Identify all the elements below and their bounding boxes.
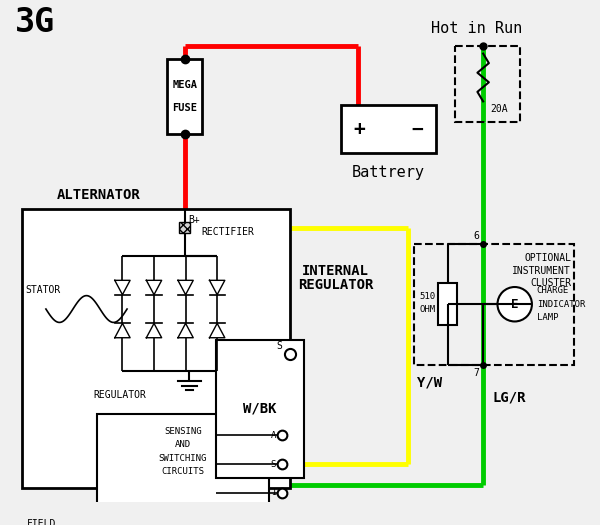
Text: FUSE: FUSE bbox=[172, 103, 197, 113]
Text: INSTRUMENT: INSTRUMENT bbox=[512, 266, 571, 276]
Text: A: A bbox=[271, 431, 276, 440]
Text: Hot in Run: Hot in Run bbox=[431, 21, 522, 36]
Text: E: E bbox=[511, 298, 518, 311]
Text: CIRCUITS: CIRCUITS bbox=[161, 467, 204, 476]
Text: INDICATOR: INDICATOR bbox=[537, 300, 585, 309]
Text: S: S bbox=[277, 341, 283, 351]
Text: 510: 510 bbox=[419, 292, 435, 301]
Bar bbox=[455, 46, 520, 122]
Text: LAMP: LAMP bbox=[537, 313, 558, 322]
Text: CLUSTER: CLUSTER bbox=[530, 278, 571, 288]
Text: 3G: 3G bbox=[15, 6, 56, 39]
Text: S: S bbox=[271, 459, 276, 468]
Text: +: + bbox=[354, 120, 365, 139]
Text: I: I bbox=[271, 488, 276, 497]
Text: Y/W: Y/W bbox=[417, 376, 442, 390]
Text: SENSING: SENSING bbox=[164, 427, 202, 436]
Text: RECTIFIER: RECTIFIER bbox=[202, 226, 255, 237]
Text: REGULATOR: REGULATOR bbox=[298, 278, 373, 292]
Text: OHM: OHM bbox=[419, 306, 435, 314]
Text: B+: B+ bbox=[188, 215, 200, 225]
Text: SWITCHING: SWITCHING bbox=[158, 454, 207, 463]
Text: FIELD: FIELD bbox=[27, 519, 56, 525]
Text: ALTERNATOR: ALTERNATOR bbox=[56, 188, 140, 202]
Bar bbox=[97, 414, 269, 505]
Circle shape bbox=[497, 287, 532, 321]
Bar bbox=[341, 105, 436, 153]
Text: −: − bbox=[411, 120, 423, 139]
Bar bbox=[414, 244, 574, 365]
Text: 6: 6 bbox=[473, 231, 479, 241]
Bar bbox=[22, 208, 290, 488]
Text: W/BK: W/BK bbox=[244, 402, 277, 415]
Bar bbox=[27, 514, 89, 525]
Text: AND: AND bbox=[175, 440, 191, 449]
Text: MEGA: MEGA bbox=[172, 80, 197, 90]
Bar bbox=[167, 59, 202, 134]
Text: REGULATOR: REGULATOR bbox=[94, 390, 146, 400]
Text: 7: 7 bbox=[473, 369, 479, 379]
Text: LG/R: LG/R bbox=[493, 390, 526, 404]
Text: Battrery: Battrery bbox=[352, 165, 425, 180]
Text: STATOR: STATOR bbox=[26, 285, 61, 295]
Text: 20A: 20A bbox=[491, 104, 508, 114]
Text: OPTIONAL: OPTIONAL bbox=[524, 254, 571, 264]
Bar bbox=[179, 222, 190, 234]
Text: INTERNAL: INTERNAL bbox=[302, 264, 369, 278]
Bar bbox=[438, 283, 457, 326]
Bar bbox=[216, 340, 304, 478]
Text: CHARGE: CHARGE bbox=[537, 286, 569, 296]
